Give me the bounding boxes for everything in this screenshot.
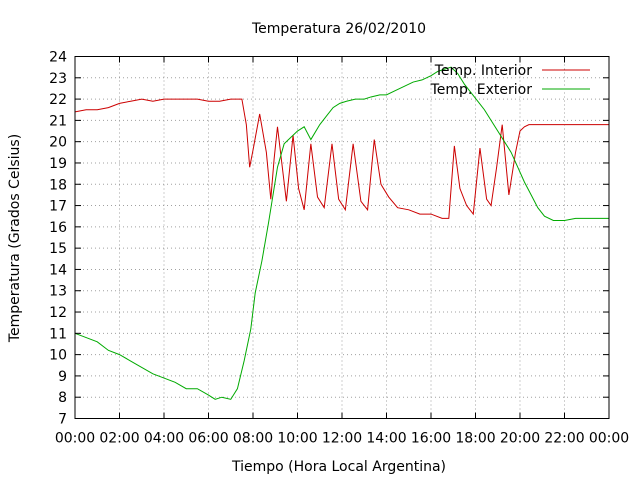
y-tick-label: 16: [49, 220, 67, 236]
y-tick-label: 22: [49, 92, 67, 108]
x-tick-label: 00:00: [589, 431, 629, 447]
x-tick-label: 10:00: [277, 431, 317, 447]
grid: [75, 56, 609, 419]
x-tick-label: 12:00: [322, 431, 362, 447]
y-tick-label: 11: [49, 326, 67, 342]
series-layer: [74, 66, 609, 400]
x-tick-label: 02:00: [99, 431, 139, 447]
y-tick-label: 9: [58, 369, 67, 385]
x-tick-label: 20:00: [500, 431, 540, 447]
legend-label-1: Temp. Exterior: [430, 82, 533, 98]
y-tick-label: 7: [58, 412, 67, 428]
x-tick-label: 22:00: [544, 431, 584, 447]
y-tick-label: 10: [49, 348, 67, 364]
x-tick-label: 08:00: [233, 431, 273, 447]
series-line-1: [74, 66, 609, 400]
y-tick-label: 8: [58, 390, 67, 406]
y-tick-label: 21: [49, 113, 67, 129]
x-tick-label: 18:00: [455, 431, 495, 447]
y-tick-label: 24: [49, 50, 67, 66]
y-tick-label: 23: [49, 71, 67, 87]
x-axis-label: Tiempo (Hora Local Argentina): [231, 459, 446, 475]
x-tick-label: 14:00: [366, 431, 406, 447]
x-tick-label: 06:00: [188, 431, 228, 447]
y-axis-label: Temperatura (Grados Celsius): [7, 134, 23, 343]
x-tick-label: 00:00: [55, 431, 95, 447]
y-tick-label: 19: [49, 156, 67, 172]
y-tick-label: 15: [49, 241, 67, 257]
legend: Temp. Interior Temp. Exterior: [430, 63, 590, 98]
y-tick-label: 14: [49, 262, 67, 278]
x-tick-label: 04:00: [144, 431, 184, 447]
y-tick-label: 17: [49, 199, 67, 215]
x-tick-label: 16:00: [411, 431, 451, 447]
y-tick-label: 20: [49, 135, 67, 151]
y-tick-label: 18: [49, 177, 67, 193]
chart-title: Temperatura 26/02/2010: [251, 21, 426, 37]
legend-label-0: Temp. Interior: [434, 63, 533, 79]
y-tick-label: 13: [49, 284, 67, 300]
y-tick-label: 12: [49, 305, 67, 321]
series-line-0: [74, 98, 609, 219]
